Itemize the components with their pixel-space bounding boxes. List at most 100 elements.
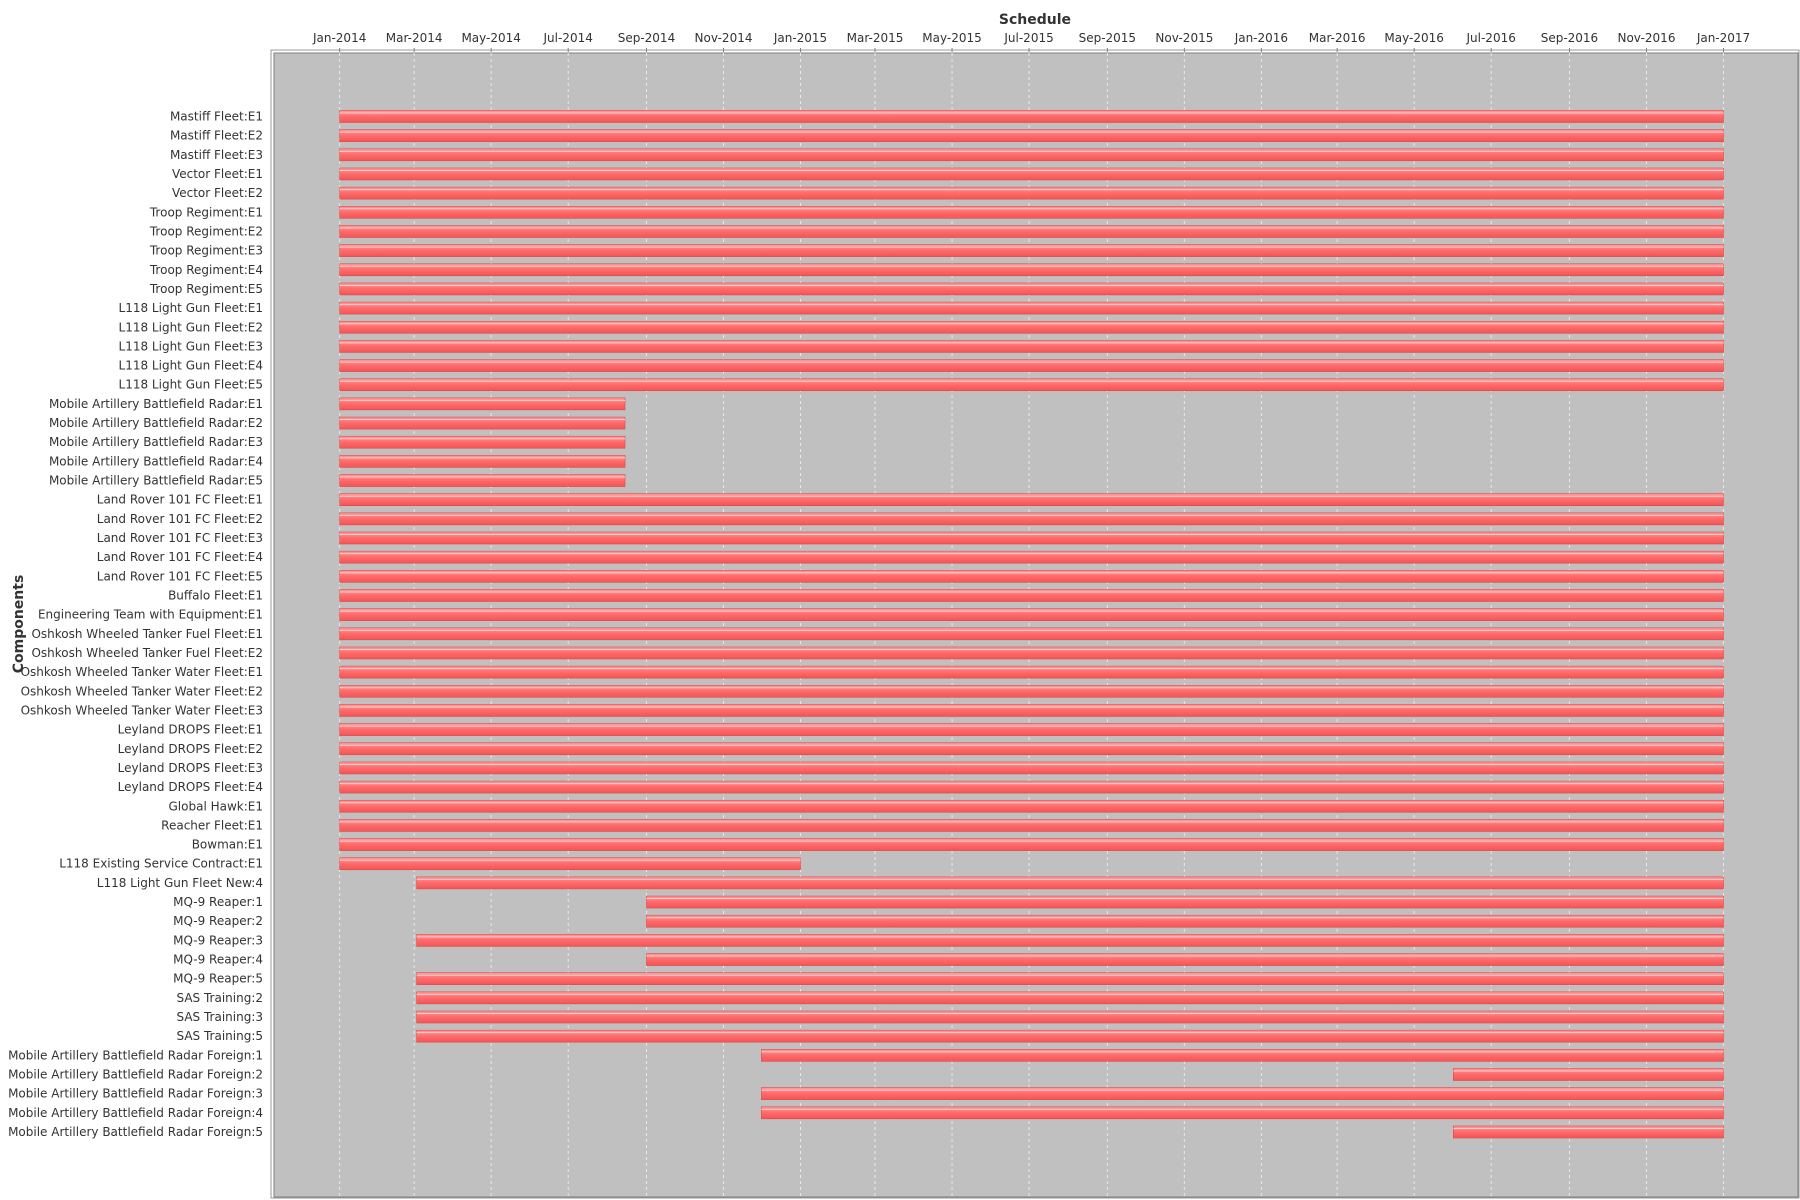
gantt-bar bbox=[339, 167, 1724, 181]
category-label: Mobile Artillery Battlefield Radar Forei… bbox=[8, 1087, 263, 1101]
category-label: Oshkosh Wheeled Tanker Water Fleet:E2 bbox=[21, 684, 263, 698]
category-label: Mobile Artillery Battlefield Radar:E5 bbox=[49, 474, 263, 488]
gantt-bar bbox=[646, 895, 1724, 909]
category-label: Bowman:E1 bbox=[192, 838, 263, 852]
category-label: Engineering Team with Equipment:E1 bbox=[38, 608, 263, 622]
category-label: SAS Training:2 bbox=[176, 991, 263, 1005]
gantt-bar bbox=[339, 704, 1724, 717]
x-tick-label: Sep-2014 bbox=[618, 31, 676, 45]
category-label: L118 Light Gun Fleet:E1 bbox=[119, 301, 263, 315]
gantt-bar bbox=[339, 857, 801, 871]
gantt-bar bbox=[339, 206, 1724, 219]
category-label: Land Rover 101 FC Fleet:E4 bbox=[97, 550, 263, 564]
x-tick-label: Jul-2015 bbox=[1003, 31, 1053, 45]
gantt-bar bbox=[339, 263, 1724, 277]
gantt-bar bbox=[339, 550, 1724, 564]
category-label: Reacher Fleet:E1 bbox=[161, 818, 263, 832]
gantt-bar bbox=[339, 378, 1724, 392]
gantt-bar bbox=[761, 1049, 1724, 1062]
category-label: Mobile Artillery Battlefield Radar:E3 bbox=[49, 435, 263, 449]
gantt-bar bbox=[1453, 1068, 1724, 1081]
gantt-bar bbox=[761, 1087, 1724, 1100]
x-tick-label: Sep-2015 bbox=[1079, 31, 1137, 45]
gantt-bar bbox=[646, 953, 1724, 966]
gantt-bar bbox=[339, 455, 626, 468]
category-label: Oshkosh Wheeled Tanker Fuel Fleet:E1 bbox=[31, 627, 263, 641]
category-label: Mobile Artillery Battlefield Radar Forei… bbox=[8, 1125, 263, 1139]
gantt-bar bbox=[761, 1106, 1724, 1120]
x-tick-label: May-2015 bbox=[922, 31, 981, 45]
gantt-bar bbox=[339, 282, 1724, 296]
plot-frame bbox=[270, 49, 1800, 1199]
gantt-bar bbox=[339, 493, 1724, 507]
gantt-bar bbox=[339, 244, 1724, 257]
gantt-bar bbox=[1453, 1125, 1724, 1139]
category-label: MQ-9 Reaper:3 bbox=[173, 933, 263, 947]
category-label: Leyland DROPS Fleet:E4 bbox=[118, 780, 263, 794]
gantt-bar bbox=[339, 359, 1724, 372]
category-label: Global Hawk:E1 bbox=[169, 799, 264, 813]
gantt-bar bbox=[339, 799, 1724, 813]
gantt-bar bbox=[339, 531, 1724, 545]
category-label: L118 Existing Service Contract:E1 bbox=[59, 857, 263, 871]
category-label: Troop Regiment:E4 bbox=[149, 263, 263, 277]
category-label: L118 Light Gun Fleet:E2 bbox=[119, 320, 263, 334]
x-tick-label: Mar-2014 bbox=[386, 31, 443, 45]
gantt-bar bbox=[339, 320, 1724, 334]
gantt-bar bbox=[339, 780, 1724, 794]
category-label: Land Rover 101 FC Fleet:E3 bbox=[97, 531, 263, 545]
gantt-bar bbox=[339, 148, 1724, 162]
gantt-bar bbox=[416, 1029, 1724, 1043]
gantt-bar bbox=[339, 608, 1724, 621]
x-tick-label: Jan-2015 bbox=[773, 31, 827, 45]
x-tick-label: Nov-2016 bbox=[1617, 31, 1675, 45]
category-label: Mobile Artillery Battlefield Radar Forei… bbox=[8, 1106, 263, 1120]
category-label: Mobile Artillery Battlefield Radar:E2 bbox=[49, 416, 263, 430]
category-label: Land Rover 101 FC Fleet:E2 bbox=[97, 512, 263, 526]
category-label: MQ-9 Reaper:4 bbox=[173, 953, 263, 967]
gantt-bar bbox=[416, 972, 1724, 986]
x-tick-label: Jan-2014 bbox=[312, 31, 366, 45]
gantt-bar bbox=[339, 397, 626, 411]
x-tick-label: Mar-2015 bbox=[847, 31, 904, 45]
category-label: SAS Training:3 bbox=[176, 1010, 263, 1024]
gantt-bar bbox=[339, 761, 1724, 775]
gantt-bar bbox=[416, 876, 1724, 890]
category-label: MQ-9 Reaper:1 bbox=[173, 895, 263, 909]
category-label: Vector Fleet:E2 bbox=[172, 186, 263, 200]
category-label: Mastiff Fleet:E2 bbox=[170, 129, 263, 143]
x-tick-label: Jul-2016 bbox=[1466, 31, 1516, 45]
x-tick-label: Mar-2016 bbox=[1309, 31, 1366, 45]
x-tick-label: Jul-2014 bbox=[543, 31, 593, 45]
category-label: Oshkosh Wheeled Tanker Water Fleet:E1 bbox=[21, 665, 263, 679]
chart-title: Schedule bbox=[999, 12, 1071, 28]
gantt-bar bbox=[339, 225, 1724, 238]
gantt-bar bbox=[339, 723, 1724, 736]
category-label: Leyland DROPS Fleet:E3 bbox=[118, 761, 263, 775]
category-label: MQ-9 Reaper:5 bbox=[173, 972, 263, 986]
gantt-bar bbox=[339, 742, 1724, 756]
x-tick-label: Nov-2015 bbox=[1155, 31, 1213, 45]
gantt-bar bbox=[339, 684, 1724, 698]
gantt-bar bbox=[339, 435, 626, 449]
gantt-bar bbox=[339, 186, 1724, 200]
category-label: Mastiff Fleet:E3 bbox=[170, 148, 263, 162]
category-label: Troop Regiment:E2 bbox=[149, 224, 263, 238]
gantt-bar bbox=[339, 416, 626, 430]
category-label: Troop Regiment:E5 bbox=[149, 282, 263, 296]
category-label: Leyland DROPS Fleet:E1 bbox=[118, 723, 263, 737]
category-label: Land Rover 101 FC Fleet:E5 bbox=[97, 569, 263, 583]
category-label: Land Rover 101 FC Fleet:E1 bbox=[97, 493, 263, 507]
gantt-bar bbox=[339, 589, 1724, 602]
category-label: Mobile Artillery Battlefield Radar:E4 bbox=[49, 454, 263, 468]
category-label: Mobile Artillery Battlefield Radar Forei… bbox=[8, 1068, 263, 1082]
x-tick-label: May-2014 bbox=[461, 31, 520, 45]
category-label: Vector Fleet:E1 bbox=[172, 167, 263, 181]
gantt-bar bbox=[339, 646, 1724, 660]
x-tick-label: Sep-2016 bbox=[1541, 31, 1599, 45]
gantt-bar bbox=[416, 991, 1724, 1005]
plot-area bbox=[273, 52, 1799, 1198]
category-label: Oshkosh Wheeled Tanker Water Fleet:E3 bbox=[21, 703, 263, 717]
gantt-bar bbox=[339, 110, 1724, 123]
